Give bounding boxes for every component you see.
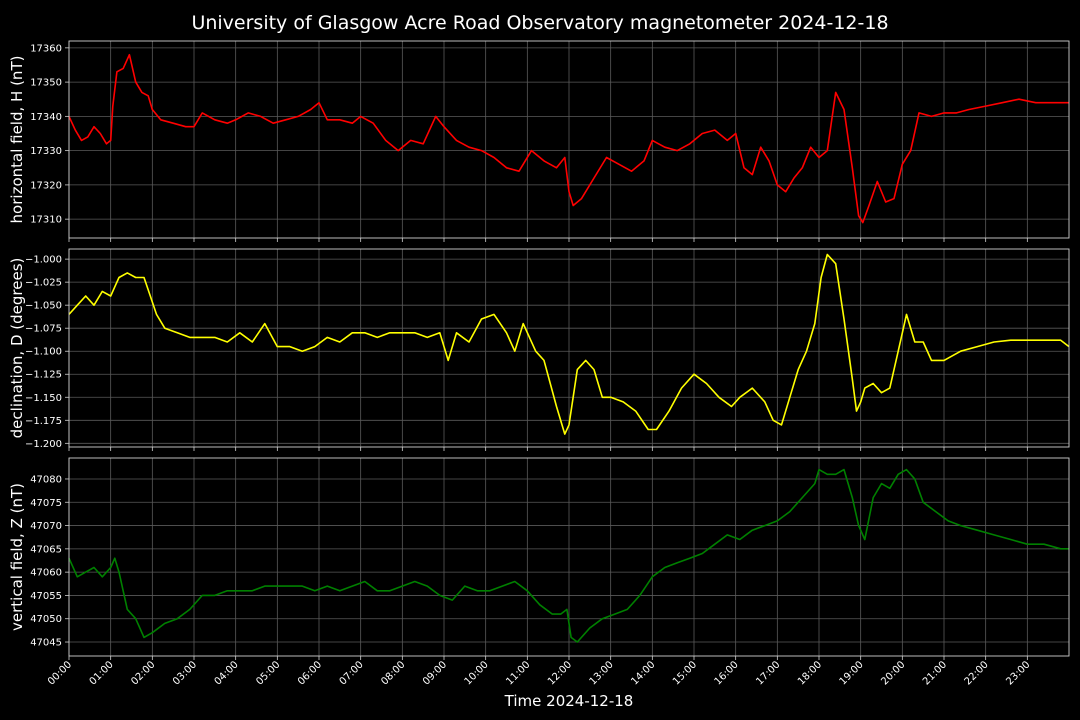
series-line-h: [68, 53, 1069, 224]
y-tick-label: −1.200: [25, 439, 62, 450]
series-line-z: [68, 468, 1069, 643]
y-axis-label: horizontal field, H (nT): [8, 56, 26, 224]
y-tick-label: 47080: [30, 474, 62, 485]
y-tick-label: −1.125: [25, 370, 62, 381]
y-tick-label: 47060: [30, 568, 62, 579]
y-tick-label: 17340: [30, 112, 62, 123]
y-tick-label: −1.000: [25, 255, 62, 266]
y-tick-label: −1.175: [25, 416, 62, 427]
y-tick-label: 47070: [30, 521, 62, 532]
panel-d: −1.200 −1.175 −1.150 −1.125 −1.100 −1.075 −1.0…: [8, 248, 1070, 451]
y-tick-label: 47065: [30, 544, 62, 555]
y-axis-label: declination, D (degrees): [8, 258, 26, 439]
y-tick-label: 47050: [30, 614, 62, 625]
y-tick-label: 17360: [30, 43, 62, 54]
figure-title: University of Glasgow Acre Road Observat…: [191, 12, 888, 34]
y-tick-label: −1.025: [25, 278, 62, 289]
y-axis-label: vertical field, Z (nT): [8, 483, 26, 631]
panel-h: 17310 17320 17330 17340 17350 17360 horizontal…: [8, 40, 1070, 242]
y-tick-label: 47055: [30, 591, 62, 602]
y-tick-label: 17330: [30, 146, 62, 157]
y-tick-label: 17310: [30, 215, 62, 226]
y-tick-label: −1.100: [25, 347, 62, 358]
y-tick-label: 47045: [30, 638, 62, 649]
y-tick-label: −1.150: [25, 393, 62, 404]
y-tick-label: −1.050: [25, 301, 62, 312]
y-tick-label: 17350: [30, 78, 62, 89]
y-tick-label: −1.075: [25, 324, 62, 335]
series-line-d: [68, 253, 1070, 435]
y-tick-label: 47075: [30, 498, 62, 509]
y-tick-label: 17320: [30, 180, 62, 191]
x-axis-label: Time 2024-12-18: [504, 692, 634, 710]
